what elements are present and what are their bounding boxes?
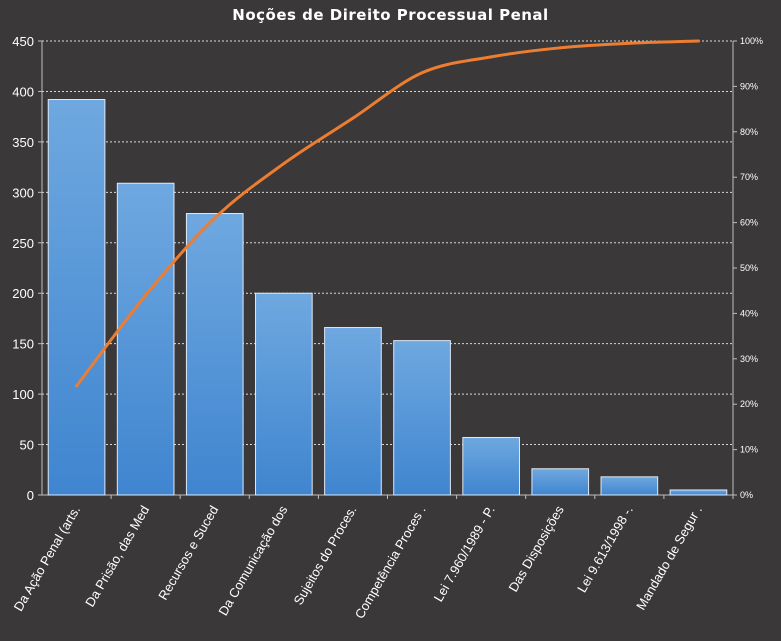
y2-tick-label: 20% [740, 399, 758, 409]
y-tick-label: 200 [12, 286, 34, 301]
cumulative-point [420, 71, 424, 75]
chart-title: Noções de Direito Processual Penal [232, 6, 549, 24]
y-tick-label: 300 [12, 185, 34, 200]
cumulative-point [213, 216, 217, 220]
y2-tick-label: 10% [740, 445, 758, 455]
cumulative-point [144, 293, 148, 297]
x-tick-label: Da Ação Penal (arts. [11, 503, 84, 614]
bar [255, 292, 313, 496]
y2-tick-label: 40% [740, 308, 758, 318]
x-tick-label: Recursos e Suced [155, 503, 221, 603]
cumulative-series-line [75, 39, 700, 388]
y2-tick-label: 0% [740, 490, 753, 500]
y-tick-label: 350 [12, 135, 34, 150]
bar [393, 340, 451, 496]
x-axis-ticks: Da Ação Penal (arts. Da Prisão, das Med Re… [11, 503, 706, 622]
bars [47, 99, 728, 496]
x-tick-label: Sujeitos do Proces. [291, 503, 360, 608]
x-tick-label: Da Comunicação dos [215, 503, 290, 619]
bar [185, 213, 244, 496]
y-tick-label: 250 [12, 236, 34, 251]
bar [462, 436, 520, 496]
y2-tick-label: 80% [740, 127, 758, 137]
cumulative-point [489, 55, 493, 59]
y2-tick-label: 100% [740, 36, 763, 46]
y2-tick-label: 60% [740, 218, 758, 228]
y-tick-label: 450 [12, 34, 34, 49]
bar [116, 182, 175, 496]
cumulative-point [558, 46, 562, 50]
y2-tick-label: 70% [740, 172, 758, 182]
cumulative-line [75, 39, 700, 388]
cumulative-point [75, 384, 79, 388]
grid-lines [42, 40, 733, 446]
x-tick-label: Lei 7.960/1989 - P. [431, 503, 498, 604]
bar [531, 468, 590, 496]
y2-axis-ticks: 0% 10% 20% 30% 40% 50% 60% 70% 80% 90% 100% [740, 36, 763, 500]
cumulative-point [627, 41, 631, 45]
cumulative-point [696, 39, 700, 43]
x-tick-label: Mandado de Segur . [633, 503, 705, 613]
y-tick-label: 50 [20, 438, 34, 453]
y2-tick-label: 30% [740, 354, 758, 364]
x-tick-label: Da Prisão, das Med [82, 503, 152, 609]
y-tick-label: 0 [27, 488, 34, 503]
bar [669, 489, 728, 496]
y-tick-label: 150 [12, 337, 34, 352]
y2-tick-label: 90% [740, 81, 758, 91]
bar [47, 99, 106, 496]
y2-tick-label: 50% [740, 263, 758, 273]
x-tick-label: Lei 9.613/1998 -. [574, 503, 636, 595]
x-tick-label: Competência Proces . [352, 503, 429, 621]
y-tick-label: 100 [12, 387, 34, 402]
cumulative-point [282, 162, 286, 166]
bar [600, 476, 659, 496]
bar [324, 327, 382, 496]
x-tick-label: Das Disposições [505, 503, 567, 595]
cumulative-point [351, 116, 355, 120]
y-tick-label: 400 [12, 84, 34, 99]
y-axis-ticks: 0 50 100 150 200 250 300 350 400 450 [12, 34, 34, 503]
